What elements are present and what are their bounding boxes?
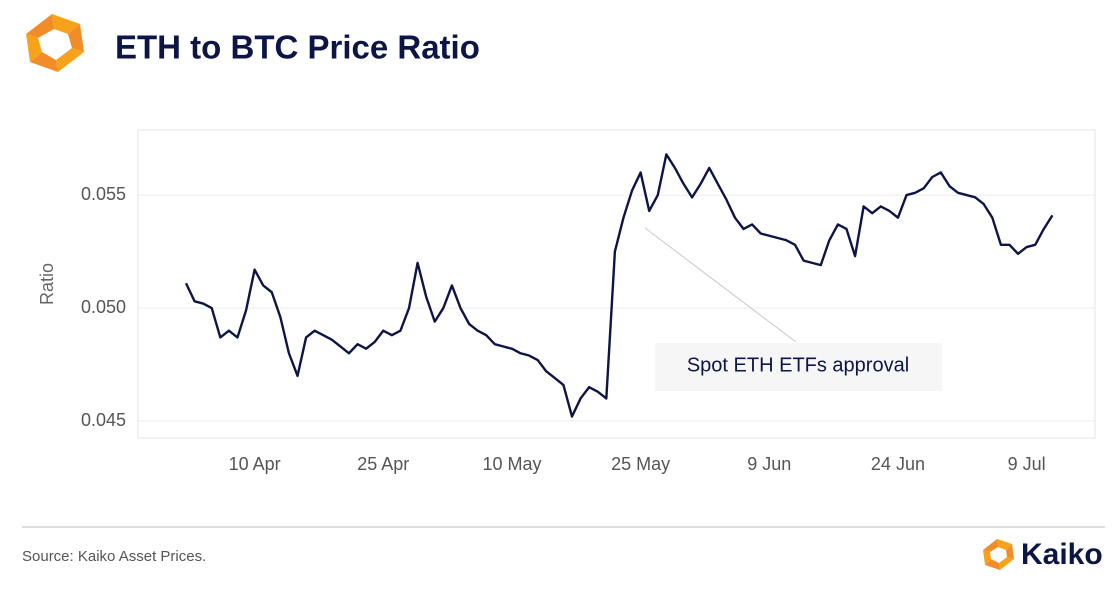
y-axis-label: Ratio (37, 263, 57, 305)
x-tick-label: 10 Apr (229, 454, 281, 474)
y-tick-label: 0.045 (81, 410, 126, 430)
x-tick-label: 24 Jun (871, 454, 925, 474)
annotation: Spot ETH ETFs approval (687, 354, 909, 376)
annotation-box (655, 343, 942, 391)
brand-icon (983, 539, 1014, 570)
logo-icon (26, 14, 84, 72)
plot-frame (137, 129, 1096, 439)
data-line (184, 153, 1054, 418)
x-tick-label: 9 Jul (1008, 454, 1046, 474)
source-note: Source: Kaiko Asset Prices. (22, 548, 206, 565)
x-tick-label: 25 Apr (357, 454, 409, 474)
y-tick-label: 0.050 (81, 297, 126, 317)
y-tick-label: 0.055 (81, 184, 126, 204)
x-tick-label: 25 May (611, 454, 670, 474)
brand-name: Kaiko (1021, 538, 1103, 571)
annotation-leader (644, 227, 797, 343)
x-tick-label: 10 May (482, 454, 541, 474)
x-tick-label: 9 Jun (747, 454, 791, 474)
chart-title: ETH to BTC Price Ratio (115, 29, 480, 66)
